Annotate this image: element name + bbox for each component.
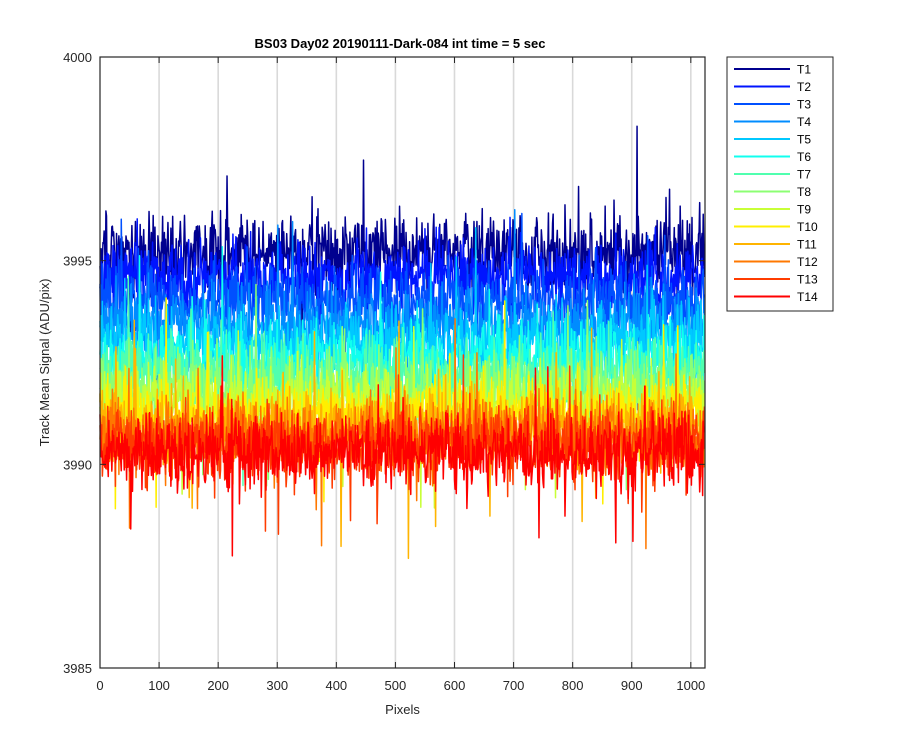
legend-label-t10: T10 xyxy=(797,220,818,234)
x-tick-label: 800 xyxy=(562,678,584,693)
legend-label-t6: T6 xyxy=(797,150,811,164)
legend-label-t3: T3 xyxy=(797,98,811,112)
x-axis-label: Pixels xyxy=(385,702,420,717)
x-tick-label: 600 xyxy=(444,678,466,693)
legend-label-t1: T1 xyxy=(797,63,811,77)
legend-label-t8: T8 xyxy=(797,185,811,199)
x-tick-label: 400 xyxy=(325,678,347,693)
y-tick-label: 4000 xyxy=(63,50,92,65)
x-tick-label: 100 xyxy=(148,678,170,693)
legend-label-t4: T4 xyxy=(797,115,811,129)
legend-label-t11: T11 xyxy=(797,238,817,252)
x-tick-label: 900 xyxy=(621,678,643,693)
legend-label-t14: T14 xyxy=(797,290,818,304)
legend-label-t5: T5 xyxy=(797,133,811,147)
x-tick-label: 300 xyxy=(266,678,288,693)
chart-title: BS03 Day02 20190111-Dark-084 int time = … xyxy=(255,36,546,51)
y-tick-label: 3985 xyxy=(63,661,92,676)
y-tick-label: 3995 xyxy=(63,254,92,269)
legend-label-t13: T13 xyxy=(797,273,818,287)
series-line-t14 xyxy=(99,355,706,557)
legend-label-t12: T12 xyxy=(797,255,818,269)
x-tick-label: 200 xyxy=(207,678,229,693)
x-tick-label: 1000 xyxy=(676,678,705,693)
x-tick-label: 500 xyxy=(385,678,407,693)
axes-box xyxy=(99,56,706,669)
legend-box xyxy=(726,56,834,312)
ticks: 0 100 200 300 400 500 600 700 800 900 1000 3985 3990… xyxy=(63,50,705,693)
legend-label-t7: T7 xyxy=(797,168,811,182)
y-tick-label: 3990 xyxy=(63,457,92,472)
legend-label-t9: T9 xyxy=(797,203,811,217)
series-layer xyxy=(99,125,706,560)
y-axis-label: Track Mean Signal (ADU/pix) xyxy=(37,279,52,447)
x-tick-label: 700 xyxy=(503,678,525,693)
legend: T1 T2 T3 T4 T5 T6 T7 T8 T9 T10 T11 T12 T13 T14 xyxy=(726,56,834,312)
legend-label-t2: T2 xyxy=(797,80,811,94)
x-tick-label: 0 xyxy=(96,678,103,693)
